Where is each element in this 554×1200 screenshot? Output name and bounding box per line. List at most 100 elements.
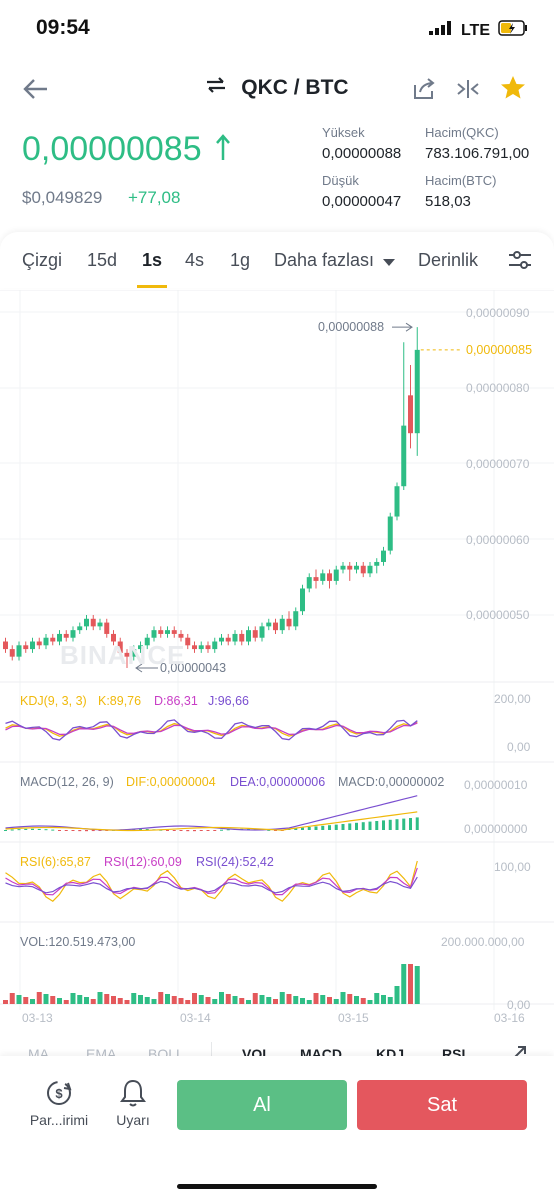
pair-title[interactable]: QKC / BTC: [0, 76, 554, 100]
macd-bar: [51, 829, 55, 831]
volume-bar: [273, 999, 278, 1004]
volume-bar: [259, 995, 265, 1004]
macd-bar: [301, 827, 304, 830]
tab-line[interactable]: Çizgi: [22, 250, 63, 270]
tab-more[interactable]: Daha fazlası: [274, 250, 396, 272]
macd-bar: [91, 830, 95, 832]
candle: [347, 565, 353, 570]
macd-bar: [58, 830, 61, 831]
macd-bar: [71, 830, 75, 831]
rsi12-line: [5, 867, 418, 896]
bell-icon: [120, 1079, 146, 1107]
tab-boll[interactable]: BOLL: [148, 1046, 184, 1056]
candle: [151, 630, 157, 638]
candle: [320, 573, 326, 581]
candle: [198, 645, 204, 650]
volume-bar: [178, 998, 184, 1004]
sell-button[interactable]: Sat: [357, 1080, 527, 1130]
status-indicators: LTE: [428, 20, 528, 41]
macd-dea: DEA:0,00000006: [230, 775, 326, 789]
candle: [239, 633, 245, 642]
tab-depth[interactable]: Derinlik: [418, 250, 479, 270]
favorite-button[interactable]: [499, 74, 527, 107]
volume-bar: [266, 997, 272, 1004]
tab-vol[interactable]: VOL: [242, 1046, 271, 1056]
macd-bar: [179, 830, 183, 831]
candle: [178, 633, 184, 638]
kdj-d: D:86,31: [154, 694, 198, 708]
high-value: 0,00000088: [322, 145, 402, 162]
share-button[interactable]: [412, 78, 436, 105]
volume-bar: [70, 993, 76, 1004]
x-tick: 03-15: [338, 1011, 369, 1025]
caret-down-icon: [383, 251, 396, 272]
convert-button[interactable]: $ Par...irimi: [24, 1078, 94, 1128]
candle: [381, 550, 386, 562]
tab-4h[interactable]: 4s: [185, 250, 205, 270]
candle: [266, 622, 272, 627]
vol-title: VOL:120.519.473,00: [20, 935, 136, 949]
volume-bar: [84, 997, 89, 1004]
back-button[interactable]: [22, 78, 48, 105]
currency-convert-icon: $: [47, 1081, 72, 1105]
volume-bar: [30, 999, 35, 1004]
vol-btc-label: Hacim(BTC): [425, 173, 497, 188]
volume-bar: [333, 999, 339, 1004]
volume-bar: [3, 1000, 8, 1004]
candle: [138, 645, 143, 650]
kdj-max: 200,00: [494, 692, 531, 706]
tab-macd[interactable]: MACD: [300, 1046, 342, 1056]
candle: [158, 630, 164, 634]
candle: [57, 633, 62, 642]
kdj-d-line: [5, 722, 418, 736]
chart-settings-button[interactable]: [508, 250, 532, 275]
macd-bar: [206, 830, 210, 831]
expand-icon[interactable]: [512, 1044, 528, 1056]
volume-bar: [354, 996, 359, 1004]
candle: [63, 633, 69, 638]
macd-title: MACD(12, 26, 9): [20, 775, 114, 789]
tab-more-label: Daha fazlası: [274, 250, 375, 270]
volume-bar: [16, 995, 22, 1004]
kdj-j: J:96,66: [208, 694, 250, 708]
volume-bar: [9, 993, 15, 1004]
tab-1h[interactable]: 1s: [142, 250, 163, 270]
volume-bar: [401, 964, 407, 1004]
tab-15m[interactable]: 15d: [87, 250, 118, 270]
volume-bar: [279, 992, 285, 1004]
kdj-k: K:89,76: [98, 694, 142, 708]
macd-bar: [274, 830, 277, 831]
macd-bar: [267, 829, 271, 831]
kline-chart[interactable]: [0, 290, 554, 1030]
macd-bar: [395, 819, 399, 830]
kdj-k-line: [5, 721, 418, 737]
volume-bar: [57, 998, 62, 1004]
alert-button[interactable]: Uyarı: [106, 1078, 160, 1128]
macd-bar: [328, 825, 331, 830]
macd-bar: [382, 820, 385, 830]
volume-bar: [198, 995, 204, 1004]
y-tick: 0,00000070: [466, 457, 530, 471]
macd-bar: [402, 818, 406, 830]
compare-button[interactable]: [456, 78, 480, 105]
volume-bar: [293, 996, 299, 1004]
candle: [90, 618, 96, 627]
candle: [252, 630, 258, 638]
tab-rsi[interactable]: RSI: [442, 1046, 466, 1056]
volume-bar: [185, 1000, 191, 1004]
buy-button[interactable]: Al: [177, 1080, 347, 1130]
macd-bar: [361, 822, 365, 830]
volume-bar: [394, 986, 400, 1004]
macd-bar: [226, 829, 230, 831]
tab-ma[interactable]: MA: [28, 1046, 49, 1056]
tab-kdj[interactable]: KDJ: [376, 1046, 405, 1056]
tab-1d[interactable]: 1g: [230, 250, 251, 270]
macd-bar: [4, 830, 7, 831]
macd-bar: [355, 822, 358, 830]
tab-ema[interactable]: EMA: [86, 1046, 117, 1056]
macd-bar: [166, 830, 169, 831]
macd-bar: [220, 829, 223, 831]
rsi6-line: [5, 860, 418, 902]
volume-bar: [97, 992, 103, 1004]
macd-bar: [98, 830, 102, 831]
